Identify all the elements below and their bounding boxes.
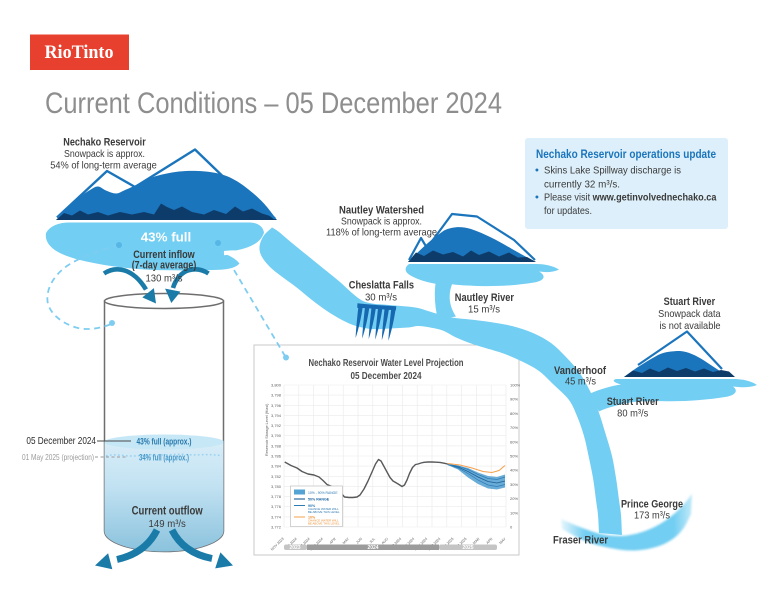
svg-text:3,780: 3,780	[271, 484, 282, 489]
svg-text:APR: APR	[486, 537, 494, 545]
svg-text:3,792: 3,792	[271, 423, 282, 428]
svg-text:for updates.: for updates.	[544, 205, 592, 217]
svg-text:30 m³/s: 30 m³/s	[365, 291, 397, 303]
svg-text:130 m³/s: 130 m³/s	[146, 273, 183, 285]
svg-text:Skins Lake Spillway discharge: Skins Lake Spillway discharge is	[544, 165, 681, 177]
svg-text:BE ABOVE THIS LEVEL: BE ABOVE THIS LEVEL	[308, 522, 340, 526]
svg-text:40%: 40%	[510, 468, 518, 473]
svg-text:43% full: 43% full	[141, 231, 192, 245]
svg-text:70%: 70%	[510, 425, 518, 430]
svg-text:(7-day average): (7-day average)	[132, 260, 197, 272]
svg-text:Current Conditions – 05 Decemb: Current Conditions – 05 December 2024	[45, 87, 502, 120]
svg-text:34% full (approx.): 34% full (approx.)	[139, 453, 189, 463]
svg-text:Stuart River: Stuart River	[664, 296, 716, 308]
svg-text:Vanderhoof: Vanderhoof	[554, 365, 606, 377]
svg-text:MAY: MAY	[499, 536, 508, 545]
svg-text:3,778: 3,778	[271, 494, 282, 499]
svg-text:MAY: MAY	[342, 536, 351, 545]
svg-text:149 m³/s: 149 m³/s	[149, 518, 186, 530]
svg-text:3,776: 3,776	[271, 504, 282, 509]
svg-text:3,786: 3,786	[271, 454, 282, 459]
svg-text:Nechako Reservoir Water Level: Nechako Reservoir Water Level Projection	[309, 357, 464, 369]
svg-text:80%: 80%	[510, 411, 518, 416]
svg-text:90%: 90%	[308, 504, 316, 508]
svg-text:JUL: JUL	[369, 537, 376, 544]
svg-text:3,800: 3,800	[271, 383, 282, 388]
svg-text:•: •	[535, 165, 539, 177]
svg-text:Current inflow: Current inflow	[133, 249, 195, 261]
svg-text:CHANCE WATER WILL: CHANCE WATER WILL	[308, 507, 339, 511]
svg-text:Current outflow: Current outflow	[132, 505, 203, 517]
svg-text:118% of long-term average: 118% of long-term average	[326, 227, 437, 239]
svg-text:50% RANGE: 50% RANGE	[308, 498, 330, 502]
svg-text:2024: 2024	[367, 545, 378, 551]
svg-text:43% full (approx.): 43% full (approx.)	[137, 437, 192, 447]
svg-text:90%: 90%	[510, 397, 518, 402]
svg-text:Reservoir Storage Level (ft/as: Reservoir Storage Level (ft/asl)	[265, 403, 269, 456]
svg-text:10% - 90% RANGE: 10% - 90% RANGE	[308, 491, 338, 495]
svg-text:Please visit www.getinvolvedne: Please visit www.getinvolvednechako.ca	[544, 192, 717, 204]
svg-text:3,774: 3,774	[271, 514, 282, 519]
svg-text:0: 0	[510, 525, 513, 530]
svg-text:Prince George: Prince George	[621, 498, 683, 510]
svg-text:3,794: 3,794	[271, 413, 282, 418]
svg-text:Nechako Reservoir: Nechako Reservoir	[63, 137, 146, 149]
svg-text:Cheslatta Falls: Cheslatta Falls	[349, 280, 414, 292]
svg-text:30%: 30%	[510, 482, 518, 487]
svg-text:Stuart River: Stuart River	[607, 396, 659, 408]
svg-text:05 December 2024: 05 December 2024	[26, 435, 96, 447]
svg-text:3,796: 3,796	[271, 403, 282, 408]
svg-text:10%: 10%	[308, 515, 316, 519]
svg-text:Nechako Reservoir operations u: Nechako Reservoir operations update	[536, 149, 716, 161]
svg-text:2023: 2023	[289, 545, 300, 551]
svg-text:2025: 2025	[462, 545, 473, 551]
svg-text:20%: 20%	[510, 496, 518, 501]
svg-text:BE ABOVE THIS LEVEL: BE ABOVE THIS LEVEL	[308, 510, 340, 514]
svg-text:3,788: 3,788	[271, 443, 282, 448]
svg-text:15 m³/s: 15 m³/s	[468, 304, 500, 316]
svg-text:CHANCE WATER WILL: CHANCE WATER WILL	[308, 519, 339, 523]
svg-text:54% of long-term average: 54% of long-term average	[50, 160, 157, 172]
svg-text:Fraser River: Fraser River	[553, 534, 609, 546]
svg-text:Snowpack data: Snowpack data	[658, 308, 721, 320]
svg-text:3,798: 3,798	[271, 393, 282, 398]
svg-text:Snowpack is approx.: Snowpack is approx.	[341, 216, 422, 228]
svg-text:3,782: 3,782	[271, 474, 282, 479]
svg-text:3,784: 3,784	[271, 464, 282, 469]
svg-text:3,790: 3,790	[271, 433, 282, 438]
svg-text:80 m³/s: 80 m³/s	[617, 407, 648, 419]
svg-text:AUG: AUG	[381, 537, 389, 545]
svg-text:05 December 2024: 05 December 2024	[351, 370, 422, 382]
svg-text:Nautley Watershed: Nautley Watershed	[339, 205, 424, 217]
svg-text:60%: 60%	[510, 439, 518, 444]
svg-text:10%: 10%	[510, 510, 518, 515]
svg-text:RioTinto: RioTinto	[45, 42, 114, 63]
svg-text:APR: APR	[329, 537, 337, 545]
svg-text:100%: 100%	[510, 383, 521, 388]
svg-text:currently 32 m³/s.: currently 32 m³/s.	[544, 179, 620, 191]
svg-text:50%: 50%	[510, 454, 518, 459]
svg-text:•: •	[535, 192, 539, 204]
svg-text:is not available: is not available	[660, 320, 721, 332]
svg-text:JUN: JUN	[355, 537, 363, 545]
svg-text:Nautley River: Nautley River	[455, 292, 515, 304]
svg-text:Snowpack is approx.: Snowpack is approx.	[64, 148, 145, 160]
svg-text:3,772: 3,772	[271, 525, 282, 530]
svg-text:173 m³/s: 173 m³/s	[634, 510, 670, 522]
svg-text:MAR: MAR	[472, 537, 481, 546]
svg-text:45 m³/s: 45 m³/s	[565, 376, 596, 388]
svg-text:01 May 2025 (projection): 01 May 2025 (projection)	[22, 452, 94, 462]
